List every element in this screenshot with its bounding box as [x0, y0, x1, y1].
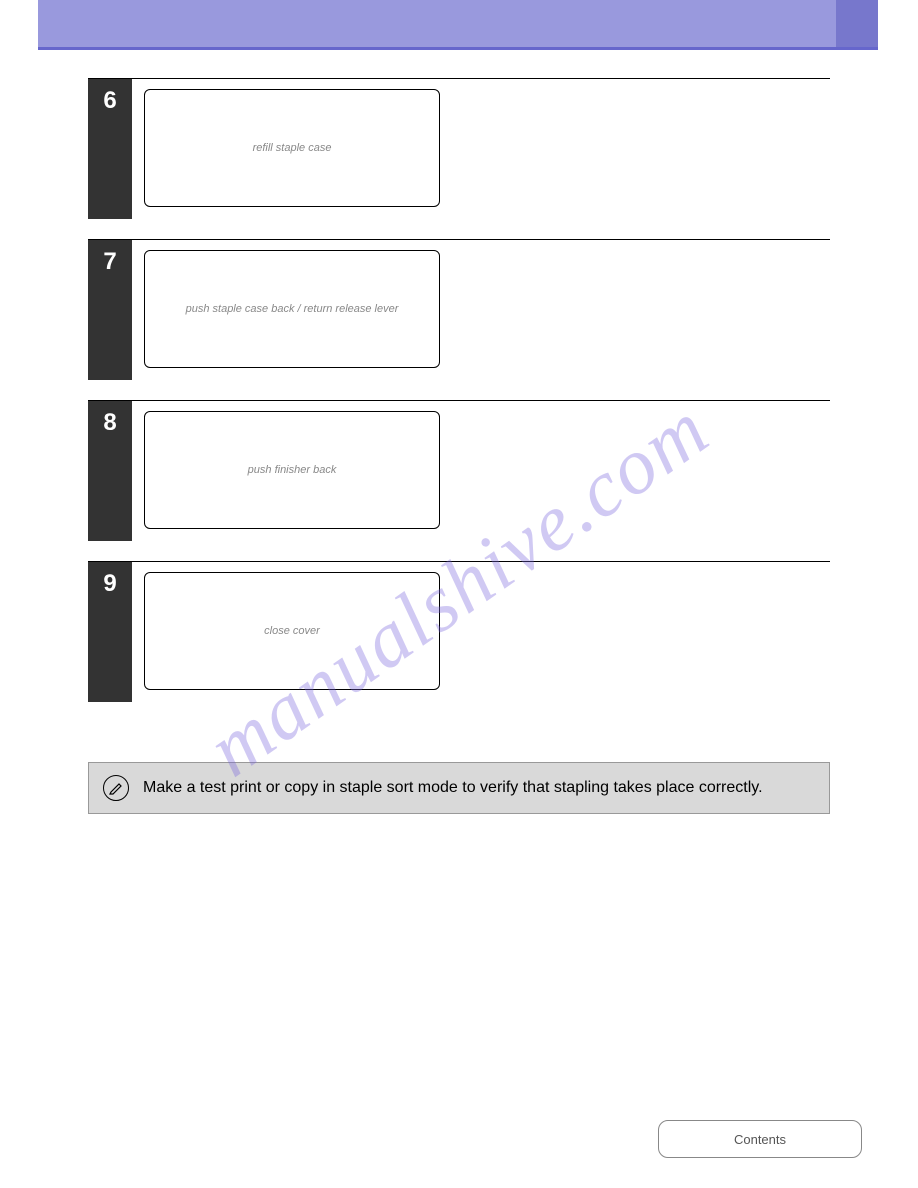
step-image: close cover [144, 572, 440, 690]
step-7: 7 push staple case back / return release… [88, 239, 830, 380]
image-placeholder: refill staple case [253, 142, 332, 154]
step-number: 6 [88, 79, 132, 219]
step-8: 8 push finisher back [88, 400, 830, 541]
image-placeholder: push staple case back / return release l… [186, 303, 399, 315]
note-box: Make a test print or copy in staple sort… [88, 762, 830, 814]
step-9: 9 close cover [88, 561, 830, 702]
step-body: push finisher back [132, 401, 830, 539]
step-number: 7 [88, 240, 132, 380]
note-text: Make a test print or copy in staple sort… [143, 779, 763, 797]
contents-button-label: Contents [734, 1132, 786, 1147]
step-number: 8 [88, 401, 132, 541]
image-placeholder: close cover [264, 625, 320, 637]
header-bar [38, 0, 878, 50]
step-6: 6 refill staple case [88, 78, 830, 219]
step-image: push finisher back [144, 411, 440, 529]
contents-button[interactable]: Contents [658, 1120, 862, 1158]
note-icon [103, 775, 129, 801]
step-body: close cover [132, 562, 830, 700]
step-body: refill staple case [132, 79, 830, 217]
step-image: refill staple case [144, 89, 440, 207]
step-body: push staple case back / return release l… [132, 240, 830, 378]
image-placeholder: push finisher back [248, 464, 337, 476]
header-accent [836, 0, 878, 47]
step-number: 9 [88, 562, 132, 702]
content-area: 6 refill staple case 7 push staple case … [88, 78, 830, 814]
step-image: push staple case back / return release l… [144, 250, 440, 368]
